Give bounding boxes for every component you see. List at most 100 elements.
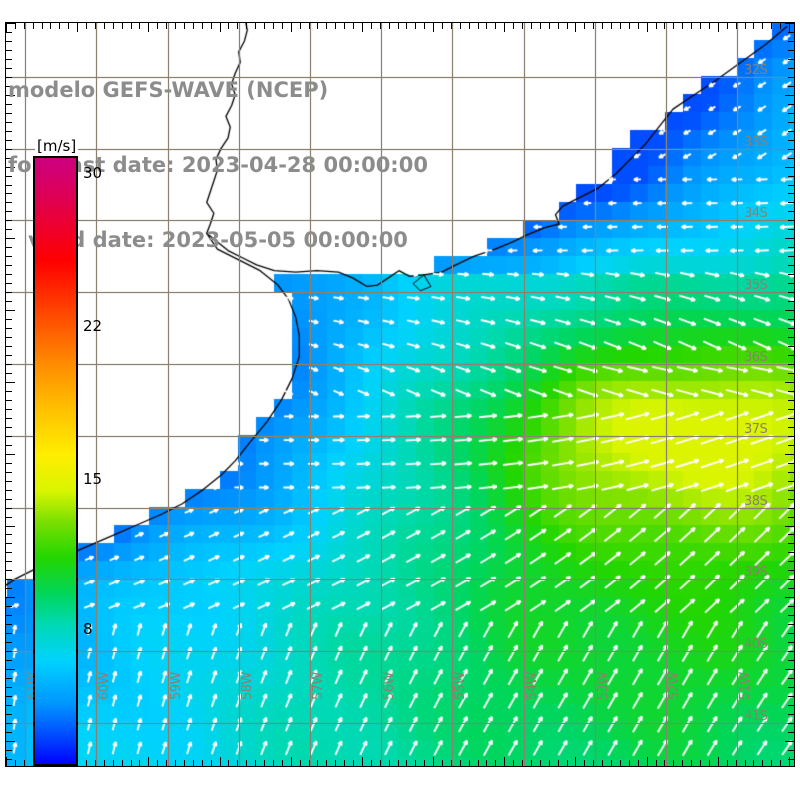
axis-tick	[788, 274, 794, 275]
axis-tick	[6, 687, 12, 688]
axis-tick	[647, 23, 648, 32]
axis-tick	[495, 760, 496, 766]
axis-tick	[6, 472, 12, 473]
axis-tick	[788, 705, 794, 706]
gridline-lat-38S	[6, 508, 794, 509]
axis-tick	[6, 481, 12, 482]
axis-tick	[504, 23, 505, 32]
axis-tick	[682, 23, 683, 29]
axis-tick	[531, 760, 532, 766]
axis-tick	[788, 508, 794, 509]
axis-tick	[656, 23, 657, 29]
axis-tick	[788, 176, 794, 177]
axis-tick	[638, 760, 639, 766]
gridline-lon-51W	[737, 23, 738, 766]
axis-tick	[6, 570, 12, 571]
axis-tick	[788, 292, 794, 293]
axis-tick	[486, 760, 487, 766]
axis-tick	[788, 759, 794, 760]
axis-tick	[780, 760, 781, 766]
axis-tick	[282, 760, 283, 766]
axis-tick	[6, 499, 12, 500]
axis-tick	[148, 757, 149, 766]
axis-tick	[6, 122, 12, 123]
axis-tick	[664, 760, 665, 766]
axis-tick	[371, 23, 372, 29]
axis-tick	[709, 760, 710, 766]
axis-tick	[6, 561, 12, 562]
axis-tick	[522, 23, 523, 29]
axis-tick	[789, 23, 790, 32]
axis-tick	[788, 256, 794, 257]
gridline-lon-56W	[381, 23, 382, 766]
axis-tick	[638, 23, 639, 29]
axis-tick	[433, 757, 434, 766]
axis-tick	[95, 760, 96, 766]
axis-tick	[788, 364, 794, 365]
axis-tick	[785, 597, 794, 598]
axis-tick	[785, 454, 794, 455]
axis-tick	[6, 274, 12, 275]
axis-tick	[131, 23, 132, 29]
axis-tick	[762, 760, 763, 766]
axis-tick	[785, 526, 794, 527]
axis-tick	[6, 301, 12, 302]
gridline-lat-32S	[6, 77, 794, 78]
axis-tick	[15, 23, 16, 29]
axis-tick	[86, 23, 87, 29]
axis-tick	[691, 760, 692, 766]
colorbar-tick-15: 15	[83, 470, 103, 488]
axis-tick	[6, 220, 12, 221]
axis-tick	[6, 346, 12, 347]
axis-tick	[788, 750, 794, 751]
axis-tick	[718, 757, 719, 766]
lon-label-53W: 53W	[596, 672, 611, 700]
axis-tick	[788, 490, 794, 491]
axis-tick	[788, 445, 794, 446]
axis-tick	[6, 113, 12, 114]
axis-tick	[788, 714, 794, 715]
axis-tick	[673, 760, 674, 766]
axis-tick	[691, 23, 692, 29]
axis-tick	[788, 149, 794, 150]
gridline-lat-35S	[6, 292, 794, 293]
axis-tick	[6, 543, 12, 544]
axis-tick	[788, 436, 794, 437]
axis-tick	[788, 517, 794, 518]
axis-tick	[113, 23, 114, 29]
axis-tick	[433, 23, 434, 32]
axis-tick	[788, 732, 794, 733]
axis-tick	[175, 760, 176, 766]
axis-tick	[246, 760, 247, 766]
axis-tick	[68, 23, 69, 29]
axis-tick	[6, 508, 12, 509]
axis-tick	[6, 606, 12, 607]
axis-tick	[424, 23, 425, 29]
axis-tick	[788, 696, 794, 697]
gridline-lon-54W	[524, 23, 525, 766]
axis-tick	[593, 760, 594, 766]
axis-tick	[353, 760, 354, 766]
axis-tick	[504, 757, 505, 766]
axis-tick	[602, 760, 603, 766]
axis-tick	[6, 50, 12, 51]
axis-tick	[309, 760, 310, 766]
axis-tick	[6, 292, 12, 293]
colorbar-tick-30: 30	[83, 164, 103, 182]
axis-tick	[788, 319, 794, 320]
gridline-lat-40S	[6, 651, 794, 652]
axis-tick	[788, 615, 794, 616]
axis-tick	[620, 760, 621, 766]
axis-tick	[148, 23, 149, 32]
gridline-lon-59W	[168, 23, 169, 766]
axis-tick	[6, 328, 12, 329]
axis-tick	[567, 760, 568, 766]
axis-tick	[780, 23, 781, 29]
gridline-lon-57W	[310, 23, 311, 766]
axis-tick	[6, 696, 12, 697]
axis-tick	[469, 23, 470, 29]
axis-tick	[157, 760, 158, 766]
axis-tick	[211, 23, 212, 29]
lon-label-57W: 57W	[311, 672, 326, 700]
